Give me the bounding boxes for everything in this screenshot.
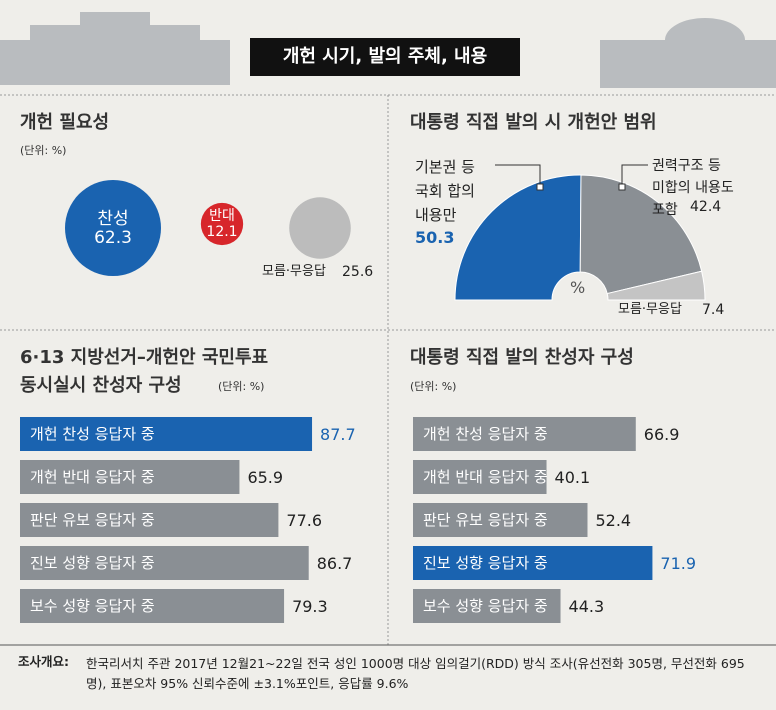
bar <box>413 417 636 451</box>
bar <box>413 589 561 623</box>
bubble-label: 찬성 <box>97 209 129 229</box>
slice-label: 모름·무응답 <box>618 302 682 317</box>
pie-slice <box>606 270 706 301</box>
pie-slice <box>454 174 582 301</box>
bubble-value: 12.1 <box>206 224 238 240</box>
bar <box>20 417 313 451</box>
bar <box>413 503 588 537</box>
bar-value: 52.4 <box>595 511 632 530</box>
slice-value: 50.3 <box>415 228 455 247</box>
bar-value: 87.7 <box>320 425 356 444</box>
bar-label: 진보 성향 응답자 중 <box>30 554 155 572</box>
unit: (단위: %) <box>410 380 457 393</box>
center-label: % <box>570 278 586 297</box>
leader-line <box>495 164 541 187</box>
bar-label: 보수 성향 응답자 중 <box>30 597 155 615</box>
panel-title: 6·13 지방선거–개헌안 국민투표 동시실시 찬성자 구성 <box>20 347 269 396</box>
bubble <box>289 197 351 259</box>
leader-line <box>621 164 648 187</box>
bar-value: 86.7 <box>316 554 353 573</box>
bar <box>20 503 279 537</box>
bar-label: 개헌 반대 응답자 중 <box>423 468 548 486</box>
slice-value: 7.4 <box>702 302 725 318</box>
leader-dot <box>618 183 626 191</box>
slice-label: 기본권 등 국회 합의 내용만 <box>415 158 475 224</box>
building-right <box>600 18 776 88</box>
bar <box>413 460 547 494</box>
unit: (단위: %) <box>218 380 265 393</box>
bar-label: 판단 유보 응답자 중 <box>423 511 548 529</box>
bar-label: 개헌 찬성 응답자 중 <box>423 425 548 443</box>
slice-label: 권력구조 등 미합의 내용도 포함 <box>652 158 734 218</box>
bar <box>20 589 285 623</box>
unit: (단위: %) <box>20 144 67 157</box>
bubble <box>65 180 161 276</box>
bar <box>20 546 309 580</box>
bar <box>20 460 240 494</box>
bubble-label: 모름·무응답 <box>262 264 326 279</box>
bar-label: 개헌 반대 응답자 중 <box>30 468 155 486</box>
bubble-label: 반대 <box>209 208 235 224</box>
building-left <box>0 12 230 85</box>
bar-value: 79.3 <box>292 597 328 616</box>
bar-value: 71.9 <box>660 554 697 573</box>
bubble-value: 62.3 <box>94 228 132 248</box>
panel-title: 대통령 직접 발의 시 개헌안 범위 <box>410 112 657 133</box>
bar-value: 65.9 <box>247 468 284 487</box>
bar-value: 40.1 <box>554 468 591 487</box>
leader-dot <box>536 183 544 191</box>
panel-title: 개헌 필요성 <box>20 112 110 133</box>
panel-title: 대통령 직접 발의 찬성자 구성 <box>410 347 634 368</box>
bar-label: 진보 성향 응답자 중 <box>423 554 548 572</box>
bar <box>413 546 653 580</box>
page-title: 개헌 시기, 발의 주체, 내용 <box>282 46 488 67</box>
bubble-value: 25.6 <box>342 264 374 280</box>
bar-label: 개헌 찬성 응답자 중 <box>30 425 155 443</box>
bar-value: 77.6 <box>286 511 323 530</box>
bar-label: 보수 성향 응답자 중 <box>423 597 548 615</box>
slice-value: 42.4 <box>690 199 722 215</box>
bar-label: 판단 유보 응답자 중 <box>30 511 155 529</box>
title-box <box>250 38 520 76</box>
bar-value: 44.3 <box>568 597 605 616</box>
footer-text: 한국리서치 주관 2017년 12월21~22일 전국 성인 1000명 대상 … <box>86 656 745 691</box>
bubble <box>200 202 244 246</box>
bar-value: 66.9 <box>643 425 680 444</box>
footer-label: 조사개요: <box>18 654 69 669</box>
